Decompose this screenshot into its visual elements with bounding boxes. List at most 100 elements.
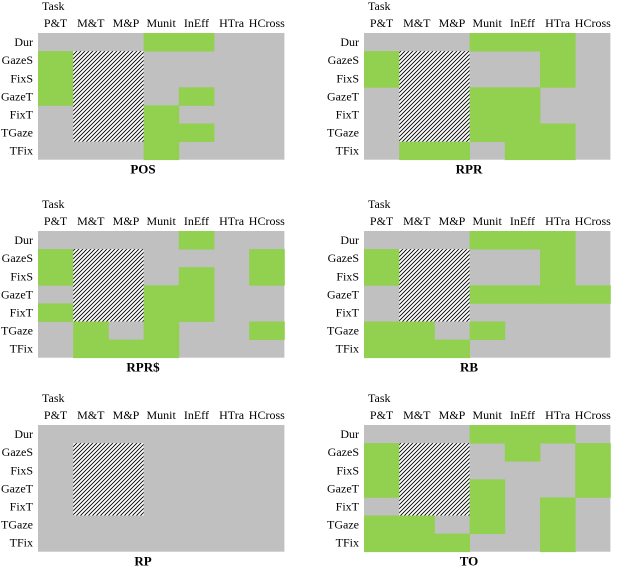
row-label: GazeS	[2, 53, 33, 67]
column-label: P&T	[370, 408, 394, 422]
heatmap-cell-tgaze-5	[540, 123, 576, 142]
row-label: FixT	[10, 107, 34, 121]
heatmap-cell-gazes-5	[540, 51, 576, 70]
heatmap-cell-tgaze-3	[469, 321, 506, 340]
panel-to: Task P&T M&T M&P Munit InEff HTra HCross Dur Gaze…	[327, 391, 611, 569]
row-label: FixT	[10, 499, 34, 513]
heatmap-cell-tgaze-4	[504, 123, 541, 142]
heatmap-cell-fixt-3	[469, 105, 506, 124]
row-label: TFix	[336, 342, 359, 356]
row-label: GazeT	[1, 481, 34, 495]
heatmap-cell-tgaze-6	[249, 321, 285, 340]
heatmap-cell-dur-5	[540, 231, 576, 250]
heatmap-cell-tfix-1	[399, 339, 435, 359]
column-label: HTra	[219, 214, 245, 228]
column-label: M&P	[439, 214, 466, 228]
column-label: InEff	[510, 408, 535, 422]
heatmap-cell-tfix-2	[434, 339, 470, 359]
column-label: M&T	[403, 16, 431, 30]
heatmap-cell-gazes-0	[364, 443, 400, 462]
row-label: GazeT	[327, 89, 360, 103]
row-label: FixT	[10, 305, 34, 319]
panel-title: TO	[460, 554, 479, 569]
column-label: Munit	[147, 16, 177, 30]
heatmap-cell-tfix-1	[399, 141, 435, 161]
hatched-region	[73, 51, 144, 142]
heatmap-cell-tgaze-0	[364, 321, 400, 340]
heatmap-cell-dur-3	[469, 33, 506, 52]
x-axis-title: Task	[368, 0, 391, 13]
heatmap-cell-tfix-0	[364, 533, 400, 553]
heatmap-cell-dur-4	[178, 33, 215, 52]
row-label: FixS	[10, 71, 33, 85]
heatmap-cell-fixt-5	[540, 497, 576, 516]
heatmap-cell-gazet-4	[504, 87, 541, 106]
row-label: TFix	[336, 536, 359, 550]
row-label: Dur	[14, 427, 33, 441]
column-label: M&P	[439, 16, 466, 30]
heatmap-cell-fixs-5	[540, 267, 576, 286]
column-label: M&P	[439, 408, 466, 422]
row-label: TFix	[10, 536, 33, 550]
row-label: TFix	[10, 144, 33, 158]
column-label: HTra	[219, 408, 245, 422]
heatmap-cell-gazes-4	[504, 443, 541, 462]
column-label: InEff	[184, 408, 209, 422]
heatmap-cell-dur-4	[504, 33, 541, 52]
column-label: P&T	[370, 214, 394, 228]
row-label: Dur	[14, 35, 33, 49]
heatmap-cell-gazet-3	[469, 285, 506, 304]
heatmap-cell-tgaze-3	[469, 515, 506, 534]
column-label: P&T	[44, 214, 68, 228]
heatmap-cell-tfix-3	[143, 339, 180, 359]
heatmap-cell-tgaze-5	[540, 515, 576, 534]
row-label: Dur	[14, 233, 33, 247]
column-label: Munit	[147, 408, 177, 422]
column-label: Munit	[473, 214, 503, 228]
heatmap-cell-dur-3	[143, 33, 180, 52]
heatmap-cell-gazet-3	[143, 285, 180, 304]
row-label: GazeS	[328, 53, 359, 67]
row-label: TFix	[10, 342, 33, 356]
heatmap-cell-tgaze-3	[469, 123, 506, 142]
row-label: GazeS	[328, 251, 359, 265]
heatmap-cell-fixs-0	[38, 69, 74, 88]
heatmap-cell-tfix-0	[364, 339, 400, 359]
column-label: M&T	[77, 408, 105, 422]
column-label: M&T	[77, 214, 105, 228]
heatmap-cell-tgaze-3	[143, 321, 180, 340]
heatmap-cell-fixt-3	[469, 497, 506, 516]
heatmap-cell-fixs-0	[38, 267, 74, 286]
row-label: Dur	[340, 35, 359, 49]
heatmap-cell-fixt-4	[504, 105, 541, 124]
column-label: M&P	[113, 16, 140, 30]
heatmap-cell-gazet-0	[364, 479, 400, 498]
column-label: InEff	[510, 16, 535, 30]
column-label: HTra	[219, 16, 245, 30]
heatmap-cell-tfix-2	[108, 339, 144, 359]
heatmap-cell-tgaze-0	[364, 515, 400, 534]
heatmap-cell-fixt-3	[143, 105, 180, 124]
column-label: HCross	[249, 214, 285, 228]
column-label: Munit	[147, 214, 177, 228]
panel-title: RB	[460, 360, 478, 375]
row-label: GazeS	[328, 445, 359, 459]
x-axis-title: Task	[42, 197, 65, 211]
heatmap-cell-fixt-4	[178, 303, 215, 322]
column-label: HCross	[249, 16, 285, 30]
column-label: P&T	[44, 408, 68, 422]
heatmap-cell-gazet-3	[469, 479, 506, 498]
heatmap-cell-fixt-0	[38, 303, 74, 322]
hatched-region	[399, 443, 470, 516]
heatmap-cell-tfix-2	[434, 533, 470, 553]
heatmap-cell-tgaze-1	[73, 321, 109, 340]
row-label: GazeT	[1, 89, 34, 103]
row-label: FixS	[10, 463, 33, 477]
heatmap-cell-gazes-0	[38, 51, 74, 70]
panel-pos: Task P&T M&T M&P Munit InEff HTra HCross Dur Gaze…	[1, 0, 285, 177]
row-label: TGaze	[327, 126, 359, 140]
heatmap-cell-dur-5	[540, 33, 576, 52]
column-label: Munit	[473, 16, 503, 30]
column-label: HTra	[545, 16, 571, 30]
column-label: HTra	[545, 408, 571, 422]
